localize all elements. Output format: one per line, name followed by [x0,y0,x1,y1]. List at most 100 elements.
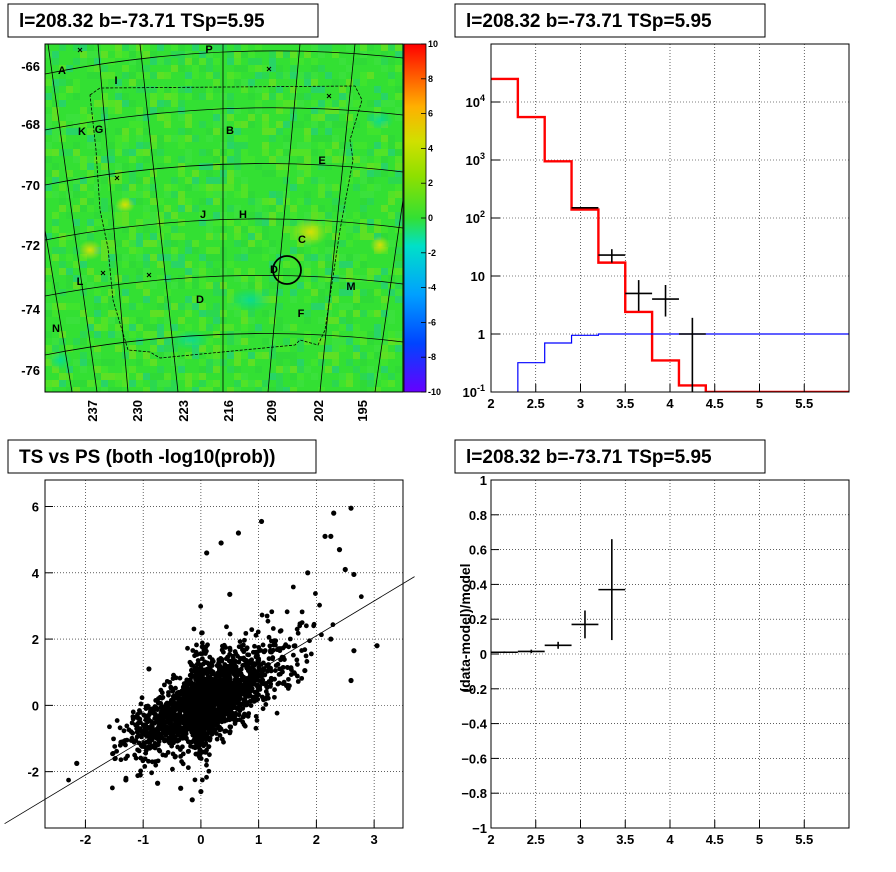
noise-cell [311,79,318,86]
scatter-point [170,706,176,712]
noise-cell [283,219,290,226]
noise-cell [206,352,213,359]
scatter-point [251,695,256,701]
noise-cell [346,65,353,72]
noise-cell [129,366,136,373]
noise-cell [304,366,311,373]
noise-cell [290,352,297,359]
map-frame [44,43,404,393]
scatter-point [202,716,207,722]
scatter-point [175,704,181,710]
ratio-y-tick-label: −0.2 [461,682,487,697]
coldspot-blob [366,110,394,130]
noise-cell [129,79,136,86]
noise-cell [374,268,381,275]
noise-cell [73,191,80,198]
noise-cell [115,44,122,51]
noise-cell [388,380,395,387]
scatter-point [198,662,204,668]
noise-cell [297,380,304,387]
hist-y-tick-label: 10 [471,269,485,284]
noise-cell [101,100,108,107]
noise-cell [304,93,311,100]
scatter-point [195,727,201,733]
noise-cell [143,107,150,114]
scatter-point [194,661,200,667]
noise-cell [367,296,374,303]
noise-cell [199,380,206,387]
noise-cell [199,121,206,128]
noise-cell [199,359,206,366]
scatter-point [252,643,257,649]
map-x-axis: 237 230 223 216 209 202 195 [85,400,370,422]
noise-cell [241,282,248,289]
noise-cell [136,373,143,380]
noise-cell [227,51,234,58]
noise-cell [262,254,269,261]
scatter-point [166,690,171,695]
noise-cell [332,219,339,226]
noise-cell [108,261,115,268]
scatter-point [233,676,239,681]
coldspot-blob [48,350,72,370]
noise-cell [262,198,269,205]
noise-cell [52,79,59,86]
noise-cell [164,121,171,128]
noise-cell [297,373,304,380]
scatter-point [303,653,309,659]
noise-cell [339,380,346,387]
noise-cell [395,142,402,149]
noise-cell [290,86,297,93]
noise-cell [66,114,73,121]
scatter-point [204,660,210,666]
noise-cell [94,135,101,142]
noise-cell [325,275,332,282]
noise-cell [269,247,276,254]
scatter-point [114,748,120,754]
noise-cell [395,177,402,184]
region-label: G [95,124,104,136]
noise-cell [87,51,94,58]
noise-cell [381,226,388,233]
noise-cell [332,51,339,58]
scatter-point [215,662,220,668]
scatter-point [181,689,187,695]
region-label: D [196,294,204,306]
noise-cell [381,303,388,310]
noise-cell [129,184,136,191]
noise-cell [178,86,185,93]
noise-cell [276,387,283,392]
scatter-point [172,723,178,729]
noise-cell [185,282,192,289]
noise-cell [234,191,241,198]
region-label: A [58,65,66,77]
noise-cell [367,198,374,205]
noise-cell [52,177,59,184]
noise-cell [276,352,283,359]
scatter-title: TS vs PS (both -log10(prob)) [19,447,276,468]
noise-cell [108,44,115,51]
colorbar-tick-label: 0 [428,213,433,223]
scatter-point [263,702,269,707]
scatter-point [190,689,196,695]
noise-cell [395,268,402,275]
noise-cell [311,114,318,121]
scatter-point [238,643,244,649]
scatter-point [203,651,208,656]
noise-cell [66,317,73,324]
scatter-point [225,680,231,686]
noise-cell [297,366,304,373]
noise-cell [255,86,262,93]
noise-cell [311,303,318,310]
noise-cell [108,177,115,184]
scatter-point [311,621,317,627]
noise-cell [262,142,269,149]
noise-cell [360,296,367,303]
noise-cell [157,86,164,93]
noise-cell [241,254,248,261]
noise-cell [353,324,360,331]
noise-cell [199,268,206,275]
noise-cell [52,345,59,352]
noise-cell [101,65,108,72]
